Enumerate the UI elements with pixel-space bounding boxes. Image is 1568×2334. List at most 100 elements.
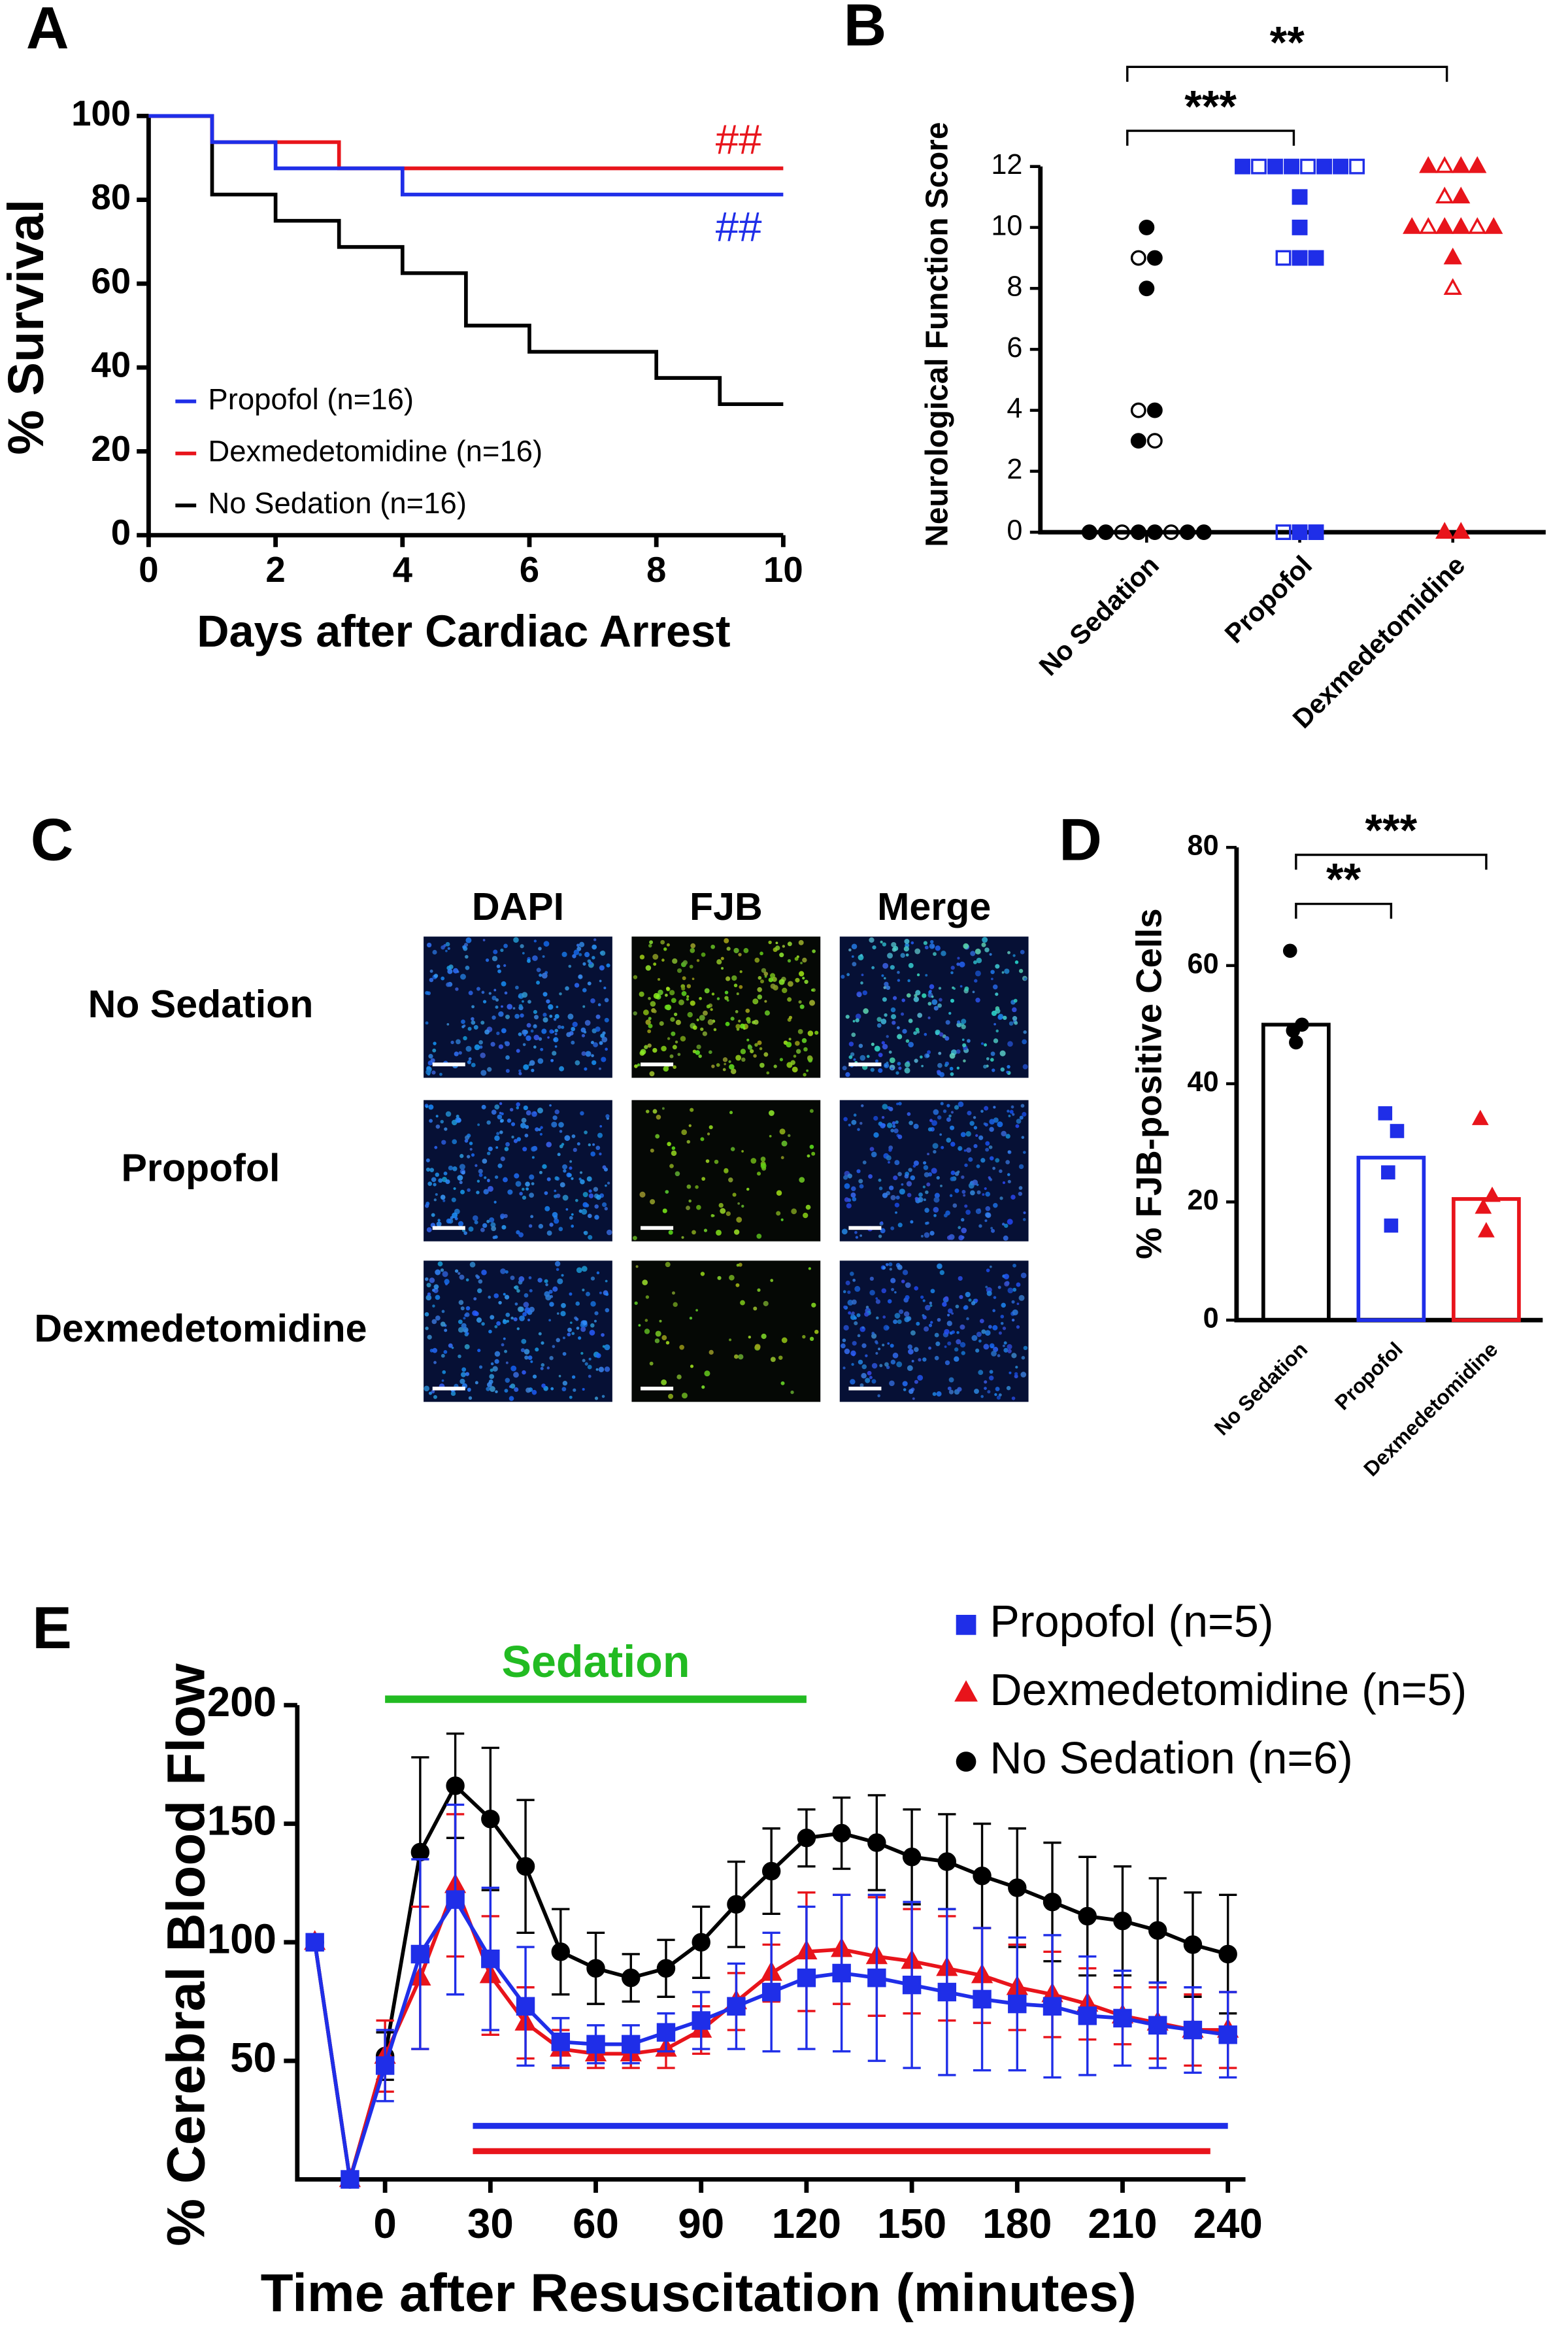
cell bbox=[564, 1135, 571, 1142]
cell bbox=[658, 989, 663, 996]
cell bbox=[525, 1110, 531, 1116]
cell bbox=[533, 1045, 537, 1049]
cell bbox=[775, 945, 780, 951]
cell bbox=[710, 944, 715, 949]
cell bbox=[724, 1168, 729, 1174]
cell bbox=[453, 1187, 456, 1191]
cell bbox=[898, 1066, 902, 1070]
cell bbox=[875, 1340, 878, 1344]
cell bbox=[497, 1114, 503, 1120]
point bbox=[656, 1959, 676, 1978]
cell bbox=[950, 971, 954, 975]
cell bbox=[888, 1148, 892, 1152]
cell bbox=[444, 1279, 450, 1285]
cell bbox=[593, 1319, 597, 1323]
cell bbox=[961, 1024, 966, 1030]
cell bbox=[929, 939, 934, 944]
cell bbox=[891, 1014, 897, 1020]
cell bbox=[605, 1279, 608, 1283]
cell bbox=[999, 1169, 1003, 1174]
y-tick-label: 60 bbox=[1188, 948, 1219, 979]
cell bbox=[520, 1123, 526, 1128]
cell bbox=[961, 1038, 965, 1041]
cell bbox=[644, 1319, 648, 1322]
cell bbox=[505, 1142, 510, 1147]
cell bbox=[701, 952, 706, 957]
cell bbox=[976, 957, 982, 964]
micrograph bbox=[424, 1260, 612, 1402]
cell bbox=[522, 1195, 527, 1200]
cell bbox=[533, 1034, 540, 1041]
cell bbox=[679, 1344, 684, 1350]
cell bbox=[1018, 1191, 1023, 1196]
cell bbox=[885, 1262, 889, 1266]
cell bbox=[486, 1120, 491, 1125]
cell bbox=[497, 969, 501, 973]
cell bbox=[871, 966, 875, 970]
x-tick-label: 120 bbox=[772, 2201, 841, 2247]
cell bbox=[473, 1215, 478, 1221]
cell bbox=[981, 1329, 986, 1334]
x-tick-label: 0 bbox=[139, 550, 158, 590]
cell bbox=[924, 1326, 929, 1332]
cell bbox=[753, 1306, 758, 1311]
cell bbox=[475, 1164, 478, 1167]
point bbox=[1289, 1035, 1303, 1050]
cell bbox=[472, 1310, 478, 1316]
cell bbox=[426, 942, 432, 948]
cell bbox=[853, 1113, 857, 1117]
cell bbox=[993, 1023, 996, 1026]
cell bbox=[845, 1280, 850, 1285]
cell bbox=[1007, 1219, 1013, 1225]
cell bbox=[533, 1009, 537, 1014]
cell bbox=[984, 1043, 987, 1047]
cell bbox=[894, 1160, 900, 1166]
cell bbox=[890, 1194, 896, 1200]
cell bbox=[907, 1112, 911, 1116]
cell bbox=[500, 1119, 504, 1123]
cell bbox=[1003, 1274, 1009, 1279]
cell bbox=[797, 1029, 803, 1034]
cell bbox=[896, 1102, 899, 1106]
legend-label: Dexmedetomidine (n=16) bbox=[208, 435, 542, 468]
cell bbox=[739, 985, 743, 989]
cell bbox=[549, 1223, 554, 1227]
cell bbox=[914, 1286, 919, 1291]
cell bbox=[798, 939, 804, 945]
cell bbox=[671, 1146, 676, 1150]
point bbox=[761, 1861, 781, 1881]
point bbox=[1275, 250, 1292, 266]
cell bbox=[978, 1224, 982, 1228]
cell bbox=[1007, 1179, 1011, 1183]
cell bbox=[440, 1321, 446, 1327]
cell bbox=[594, 1311, 599, 1315]
cell bbox=[503, 1337, 506, 1340]
cell bbox=[733, 1229, 740, 1235]
cell bbox=[522, 1000, 524, 1003]
cell bbox=[553, 1017, 557, 1021]
cell bbox=[469, 1261, 476, 1268]
cell bbox=[490, 1362, 494, 1366]
cell bbox=[578, 941, 585, 947]
cell bbox=[445, 941, 450, 947]
cell bbox=[467, 1387, 471, 1392]
cell bbox=[1003, 1235, 1009, 1241]
cell bbox=[970, 951, 976, 956]
cell bbox=[669, 990, 675, 996]
cell bbox=[573, 1388, 576, 1392]
cell bbox=[853, 1058, 856, 1061]
cell bbox=[704, 1370, 710, 1377]
cell bbox=[590, 1323, 595, 1328]
cell bbox=[989, 953, 992, 956]
cell bbox=[965, 1291, 971, 1298]
cell bbox=[696, 1044, 701, 1049]
cell bbox=[469, 1142, 473, 1145]
point bbox=[1316, 158, 1332, 175]
cell bbox=[720, 1208, 726, 1214]
cell bbox=[554, 1260, 561, 1267]
cell bbox=[893, 945, 899, 951]
cell bbox=[556, 1268, 559, 1272]
cell bbox=[480, 1070, 487, 1076]
cell bbox=[520, 944, 524, 949]
point bbox=[1130, 250, 1146, 266]
